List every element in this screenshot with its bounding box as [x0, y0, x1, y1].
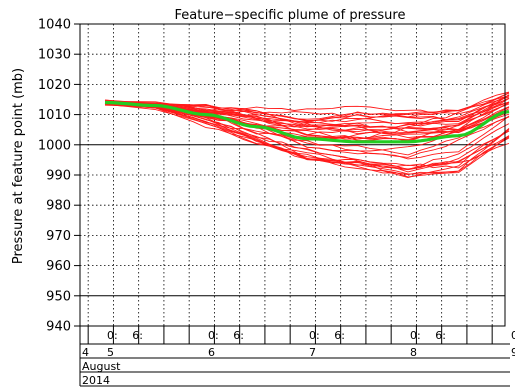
y-tick-label: 960 [46, 259, 71, 274]
y-tick-label: 1030 [38, 48, 71, 63]
year-label: 2014 [82, 374, 110, 387]
day-label: 6 [208, 346, 215, 359]
hour-tick-label: 6: [233, 329, 244, 342]
ensemble-member-line [104, 103, 510, 167]
y-axis-ticks: 940 950 960 970 980 990 1000 1010 1020 1030 1040 [38, 18, 80, 335]
hour-tick-label: 0: [208, 329, 219, 342]
hour-tick-label: 0: [309, 329, 320, 342]
hour-tick-label: 0: [410, 329, 421, 342]
month-label: August [82, 360, 121, 373]
hour-tick-label: 0: [511, 329, 515, 342]
y-tick-label: 950 [46, 289, 71, 304]
ensemble-members [104, 91, 510, 178]
y-tick-label: 1020 [38, 78, 71, 93]
y-tick-label: 1040 [38, 18, 71, 33]
y-tick-label: 990 [46, 169, 71, 184]
y-tick-label: 970 [46, 229, 71, 244]
y-tick-label: 1010 [38, 108, 71, 123]
day-label: 4 [82, 346, 89, 359]
grid-lines [80, 24, 505, 326]
hour-tick-label: 6: [435, 329, 446, 342]
ensemble-mean-line [104, 100, 510, 144]
ensemble-member-line [104, 104, 510, 170]
hour-tick-label: 6: [132, 329, 143, 342]
ensemble-member-line [104, 92, 510, 128]
chart-title: Feature−specific plume of pressure [175, 8, 406, 23]
ensemble-mean [104, 100, 510, 144]
day-label: 8 [410, 346, 417, 359]
day-label: 9 [511, 346, 515, 359]
ensemble-member-line [104, 103, 510, 169]
y-tick-label: 940 [46, 320, 71, 335]
hour-tick-label: 6: [334, 329, 345, 342]
y-tick-label: 980 [46, 199, 71, 214]
day-label: 5 [107, 346, 114, 359]
y-axis-label: Pressure at feature point (mb) [11, 68, 26, 264]
y-tick-label: 1000 [38, 138, 71, 153]
hour-tick-label: 0: [107, 329, 118, 342]
ensemble-member-line [104, 101, 510, 135]
day-label: 7 [309, 346, 316, 359]
